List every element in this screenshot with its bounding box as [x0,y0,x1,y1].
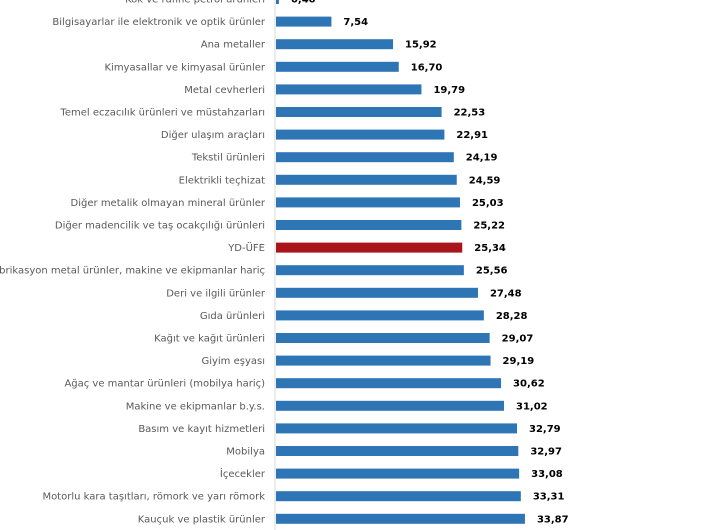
category-label: Tekstil ürünleri [191,153,265,164]
bar [276,423,518,434]
bar [276,513,525,524]
category-label: Kimyasallar ve kimyasal ürünler [104,62,265,73]
bar [276,468,520,479]
category-label: Kok ve rafine petrol ürünleri [125,0,265,6]
data-label: 30,62 [513,379,545,390]
category-label: Kağıt ve kağıt ürünleri [154,333,265,345]
data-label: 19,79 [433,85,465,96]
bar [276,446,519,456]
data-label: 22,53 [454,108,486,119]
category-label: Giyim eşyası [201,356,265,367]
bar [276,333,490,343]
category-label: YD-ÜFE [227,241,265,254]
category-label: Diğer madencilik ve taş ocakçılığı ürünl… [55,220,265,232]
category-label: Metal cevherleri [184,85,265,96]
bar [276,152,454,163]
category-label: Deri ve ilgili ürünler [166,288,266,299]
data-label: 22,91 [456,130,488,141]
category-label: İçecekler [220,467,266,480]
bar [276,84,422,95]
bar [276,265,464,276]
data-label: 25,56 [476,266,508,277]
data-label: 24,19 [466,153,498,164]
data-label: 25,34 [474,243,506,254]
category-label: Diğer metalik olmayan mineral ürünler [71,197,266,209]
bar [276,491,521,502]
data-label: 24,59 [469,175,501,186]
bar-highlight [276,242,463,253]
bar [276,197,460,208]
data-label: 27,48 [490,288,522,299]
bar [276,129,445,140]
data-label: 28,28 [496,311,528,322]
data-label: 31,02 [516,401,548,412]
category-label: Temel eczacılık ürünleri ve müstahzarlar… [59,108,265,119]
category-label: Gıda ürünleri [200,311,265,322]
data-label: 32,79 [529,424,561,435]
data-label: 29,07 [502,334,534,345]
category-label: Bilgisayarlar ile elektronik ve optik ür… [52,17,265,28]
bar [276,310,484,321]
data-label: 0,40 [291,0,316,6]
category-label: Kauçuk ve plastik ürünler [138,514,266,525]
bar [276,61,399,72]
data-label: 33,87 [537,514,569,525]
category-label: Fabrikasyon metal ürünler, makine ve eki… [0,266,265,277]
bar [276,39,394,50]
data-label: 7,54 [343,17,368,28]
data-label: 33,08 [531,469,563,480]
data-label: 15,92 [405,40,437,51]
category-label: Ağaç ve mantar ürünleri (mobilya hariç) [64,378,265,390]
bar [276,16,332,27]
data-label: 16,70 [411,62,443,73]
bar [276,400,504,411]
category-label: Motorlu kara taşıtları, römork ve yarı r… [42,492,265,503]
bar [276,287,478,298]
bar [276,107,442,117]
data-label: 33,31 [533,492,565,503]
bar [276,220,462,230]
category-label: Makine ve ekipmanlar b.y.s. [126,401,265,412]
bar [276,378,502,389]
category-label: Diğer ulaşım araçları [161,129,265,141]
data-label: 25,03 [472,198,504,209]
data-label: 29,19 [503,356,535,367]
category-label: Ana metaller [201,40,266,51]
bar [276,355,491,366]
data-label: 25,22 [473,221,505,232]
bar [276,0,279,4]
bar [276,174,457,185]
data-label: 32,97 [530,447,562,458]
category-label: Basım ve kayıt hizmetleri [138,424,265,435]
category-label: Elektrikli teçhizat [179,175,265,186]
category-label: Mobilya [226,447,265,458]
